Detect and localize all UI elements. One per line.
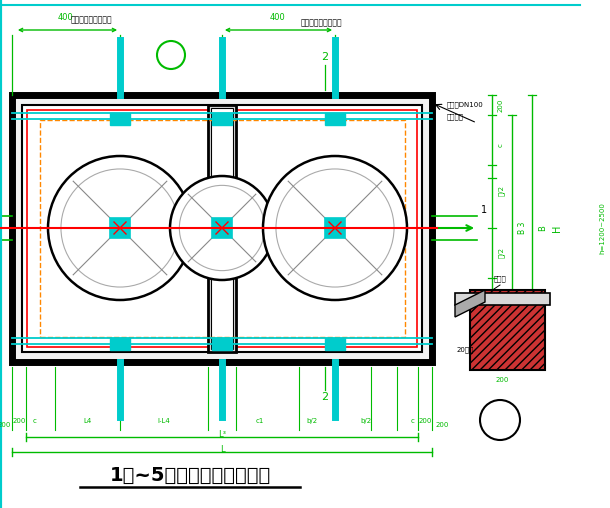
- Bar: [208, 105, 236, 352]
- Text: H: H: [552, 225, 562, 232]
- Text: L: L: [220, 445, 224, 454]
- Circle shape: [48, 156, 192, 300]
- Text: 1: 1: [481, 205, 487, 215]
- Text: 制盖板: 制盖板: [493, 275, 506, 282]
- Bar: [325, 113, 345, 125]
- Text: 入水管三个方向任意: 入水管三个方向任意: [70, 16, 112, 24]
- Bar: [110, 113, 130, 125]
- Bar: [212, 338, 232, 350]
- Text: c: c: [498, 296, 504, 300]
- Text: c: c: [411, 418, 415, 424]
- Text: 第二方案: 第二方案: [447, 114, 464, 120]
- Text: h=1200~2500: h=1200~2500: [599, 202, 605, 254]
- Text: 200: 200: [495, 377, 509, 383]
- Text: l-L4: l-L4: [157, 418, 170, 424]
- Text: 200: 200: [418, 418, 432, 424]
- Text: b/2: b/2: [361, 418, 371, 424]
- Text: 200: 200: [498, 345, 504, 359]
- Bar: [455, 293, 550, 305]
- Bar: [325, 338, 345, 350]
- Circle shape: [157, 41, 185, 69]
- Text: 1: 1: [168, 50, 174, 60]
- Text: c: c: [33, 418, 37, 424]
- Text: B 3: B 3: [518, 222, 527, 234]
- Text: 400: 400: [58, 13, 74, 22]
- Text: 20厘座: 20厘座: [457, 346, 475, 353]
- Text: L³: L³: [218, 430, 226, 439]
- Bar: [212, 218, 232, 238]
- Text: L4: L4: [84, 418, 92, 424]
- Bar: [212, 113, 232, 125]
- Text: 200: 200: [498, 99, 504, 112]
- Text: 200: 200: [0, 422, 11, 428]
- Bar: [110, 218, 130, 238]
- Text: 甲/2: 甲/2: [498, 184, 504, 196]
- Circle shape: [263, 156, 407, 300]
- Bar: [40, 120, 405, 337]
- Text: b/2: b/2: [306, 418, 318, 424]
- Polygon shape: [455, 290, 485, 317]
- Bar: [27, 110, 417, 347]
- Text: 第一方案: 第一方案: [214, 257, 231, 263]
- Text: 400: 400: [270, 13, 286, 22]
- Circle shape: [480, 400, 520, 440]
- Text: 2: 2: [321, 52, 329, 62]
- Text: 通气管DN100: 通气管DN100: [447, 102, 484, 108]
- Circle shape: [170, 176, 274, 280]
- Text: 通气管DN100: 通气管DN100: [204, 245, 240, 251]
- Text: c1: c1: [256, 418, 264, 424]
- Text: 1号~5号砖砲化粥池平面图: 1号~5号砖砲化粥池平面图: [109, 465, 271, 485]
- Bar: [325, 218, 345, 238]
- Text: ①: ①: [493, 412, 507, 428]
- Text: 出水管三个方向任意: 出水管三个方向任意: [300, 18, 342, 27]
- Bar: [211, 108, 233, 349]
- Text: 200: 200: [12, 418, 26, 424]
- Text: B: B: [538, 225, 547, 231]
- Text: 200: 200: [436, 422, 449, 428]
- Text: 甲/2: 甲/2: [498, 247, 504, 259]
- Bar: [12, 95, 432, 362]
- Bar: [110, 338, 130, 350]
- Bar: [470, 290, 545, 370]
- Bar: [22, 105, 422, 352]
- Text: c: c: [498, 143, 504, 147]
- Text: 2: 2: [321, 392, 329, 402]
